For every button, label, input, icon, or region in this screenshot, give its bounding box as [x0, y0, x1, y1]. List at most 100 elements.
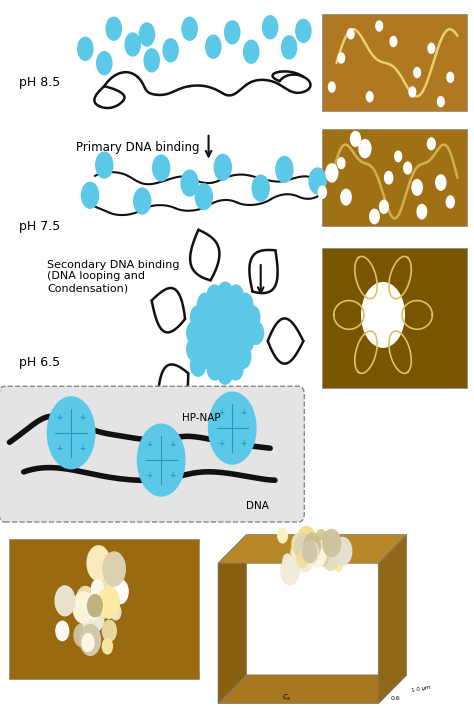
Circle shape [297, 546, 313, 572]
Circle shape [237, 293, 253, 316]
Polygon shape [218, 534, 407, 563]
Circle shape [283, 554, 292, 567]
Circle shape [236, 345, 251, 368]
Circle shape [218, 282, 233, 305]
Text: pH 7.5: pH 7.5 [19, 220, 60, 233]
Circle shape [112, 579, 128, 604]
Circle shape [218, 298, 233, 321]
Circle shape [323, 529, 341, 556]
Circle shape [380, 200, 388, 213]
Circle shape [144, 49, 159, 72]
Circle shape [317, 549, 328, 566]
Circle shape [414, 67, 420, 78]
Circle shape [228, 302, 243, 325]
Text: HP-NAP: HP-NAP [182, 413, 221, 423]
Circle shape [304, 541, 319, 564]
Circle shape [209, 392, 256, 464]
Circle shape [362, 283, 404, 348]
Circle shape [308, 540, 326, 567]
Text: +: + [169, 471, 176, 480]
Circle shape [225, 21, 240, 44]
Circle shape [182, 17, 197, 40]
Circle shape [125, 33, 140, 56]
Circle shape [278, 528, 287, 543]
Circle shape [200, 314, 215, 337]
Circle shape [335, 559, 342, 572]
Text: DNA: DNA [246, 501, 269, 511]
Circle shape [292, 541, 305, 561]
Circle shape [106, 17, 121, 40]
Circle shape [297, 526, 316, 554]
Circle shape [206, 35, 221, 58]
Circle shape [347, 29, 354, 39]
Circle shape [102, 620, 116, 641]
Circle shape [91, 597, 104, 616]
FancyBboxPatch shape [0, 386, 304, 522]
Circle shape [305, 545, 314, 559]
Text: +: + [169, 439, 176, 449]
Circle shape [236, 314, 251, 337]
Text: Secondary DNA binding
(DNA looping and
Condensation): Secondary DNA binding (DNA looping and C… [47, 260, 180, 293]
Circle shape [78, 37, 93, 60]
Circle shape [319, 532, 334, 554]
Circle shape [447, 73, 454, 83]
Text: pH 6.5: pH 6.5 [19, 356, 60, 369]
Circle shape [207, 285, 222, 308]
Circle shape [390, 37, 397, 47]
Bar [9, 538, 199, 679]
Bar [322, 129, 467, 226]
Circle shape [87, 591, 107, 620]
Text: pH 8.5: pH 8.5 [19, 76, 60, 89]
Circle shape [94, 579, 114, 610]
Text: +: + [218, 408, 224, 416]
Circle shape [303, 541, 318, 563]
Text: +: + [146, 471, 153, 480]
Circle shape [85, 592, 102, 618]
Circle shape [80, 625, 100, 656]
Text: $C_x$: $C_x$ [282, 693, 292, 703]
Circle shape [304, 533, 320, 558]
Circle shape [276, 157, 293, 182]
Circle shape [412, 180, 422, 195]
Circle shape [218, 361, 233, 384]
Text: 0.6: 0.6 [391, 696, 401, 701]
Circle shape [395, 151, 401, 162]
Text: Primary DNA binding: Primary DNA binding [76, 141, 200, 154]
Circle shape [218, 314, 233, 337]
Circle shape [227, 322, 242, 345]
Circle shape [181, 170, 198, 196]
Circle shape [334, 538, 352, 565]
Circle shape [252, 175, 269, 201]
Circle shape [316, 530, 327, 546]
Circle shape [209, 322, 224, 345]
Circle shape [77, 601, 87, 617]
Circle shape [110, 605, 121, 620]
Circle shape [281, 557, 299, 584]
Circle shape [292, 533, 307, 555]
Circle shape [198, 293, 213, 316]
Circle shape [302, 548, 313, 565]
Text: +: + [79, 413, 86, 421]
Circle shape [303, 544, 315, 561]
Circle shape [91, 579, 103, 598]
Circle shape [207, 357, 222, 380]
Text: +: + [79, 444, 86, 453]
Circle shape [55, 586, 75, 616]
Circle shape [384, 172, 393, 184]
Circle shape [337, 158, 345, 169]
Circle shape [322, 544, 339, 570]
Circle shape [89, 597, 103, 619]
Circle shape [296, 19, 311, 42]
Circle shape [291, 544, 304, 563]
Circle shape [338, 53, 345, 63]
Circle shape [92, 586, 113, 618]
Circle shape [82, 600, 104, 633]
Text: +: + [146, 439, 153, 449]
Circle shape [214, 154, 231, 180]
Circle shape [341, 190, 351, 205]
Text: 1.0 μm: 1.0 μm [411, 685, 431, 694]
Circle shape [359, 139, 371, 158]
Circle shape [91, 596, 107, 620]
Circle shape [438, 97, 444, 107]
Circle shape [404, 162, 411, 174]
